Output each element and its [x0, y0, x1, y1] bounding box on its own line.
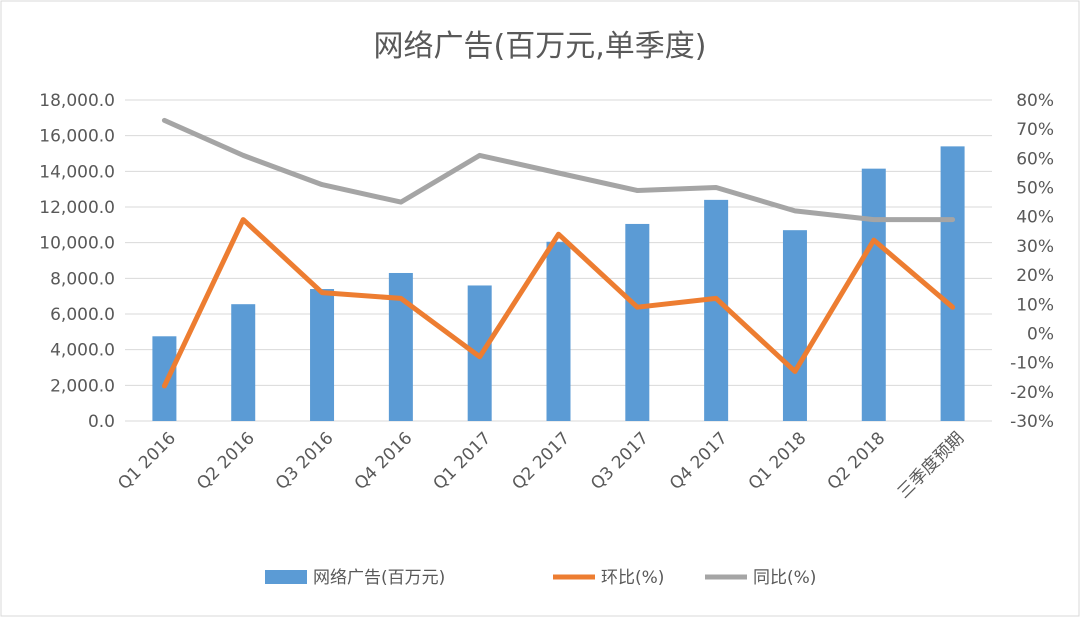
line-series: [161, 117, 956, 389]
legend-label: 环比(%): [601, 568, 664, 588]
bar: [152, 336, 177, 421]
series-line: [161, 117, 956, 223]
y-left-tick-label: 14,000.0: [39, 162, 115, 182]
y-left-tick-label: 2,000.0: [50, 376, 115, 396]
y-right-tick-label: 30%: [1016, 237, 1054, 257]
bar: [388, 272, 413, 421]
bar: [861, 168, 886, 421]
legend-swatch: [265, 570, 307, 584]
y-right-tick-label: 0%: [1027, 324, 1054, 344]
y-left-tick-label: 16,000.0: [39, 127, 115, 147]
series-line: [161, 217, 956, 389]
y-left-tick-label: 10,000.0: [39, 234, 115, 254]
y-left-tick-label: 6,000.0: [50, 305, 115, 325]
legend: 网络广告(百万元) 环比(%) 同比(%): [265, 568, 816, 588]
bar: [546, 241, 571, 421]
bar: [625, 223, 650, 421]
y-left-tick-label: 4,000.0: [50, 341, 115, 361]
bar: [704, 199, 729, 421]
y-left-tick-label: 0.0: [88, 412, 115, 432]
y-right-tick-label: 50%: [1016, 179, 1054, 199]
y-right-tick-label: -10%: [1010, 354, 1054, 374]
bar-series: [152, 146, 965, 421]
y-left-tick-label: 12,000.0: [39, 198, 115, 218]
y-right-tick-label: -30%: [1010, 412, 1054, 432]
bar: [231, 304, 256, 421]
y-right-tick-label: 80%: [1016, 91, 1054, 111]
chart-title: 网络广告(百万元,单季度): [374, 29, 707, 64]
bar: [940, 146, 965, 421]
legend-label: 同比(%): [753, 568, 816, 588]
y-right-tick-label: 60%: [1016, 149, 1054, 169]
y-right-tick-label: 70%: [1016, 120, 1054, 140]
y-left-tick-label: 18,000.0: [39, 91, 115, 111]
y-left-tick-label: 8,000.0: [50, 269, 115, 289]
bar: [782, 230, 807, 421]
legend-label: 网络广告(百万元): [313, 568, 445, 588]
y-right-tick-label: 20%: [1016, 266, 1054, 286]
bar: [310, 289, 335, 421]
y-right-tick-label: 40%: [1016, 208, 1054, 228]
y-right-tick-label: 10%: [1016, 295, 1054, 315]
y-right-tick-label: -20%: [1010, 383, 1054, 403]
